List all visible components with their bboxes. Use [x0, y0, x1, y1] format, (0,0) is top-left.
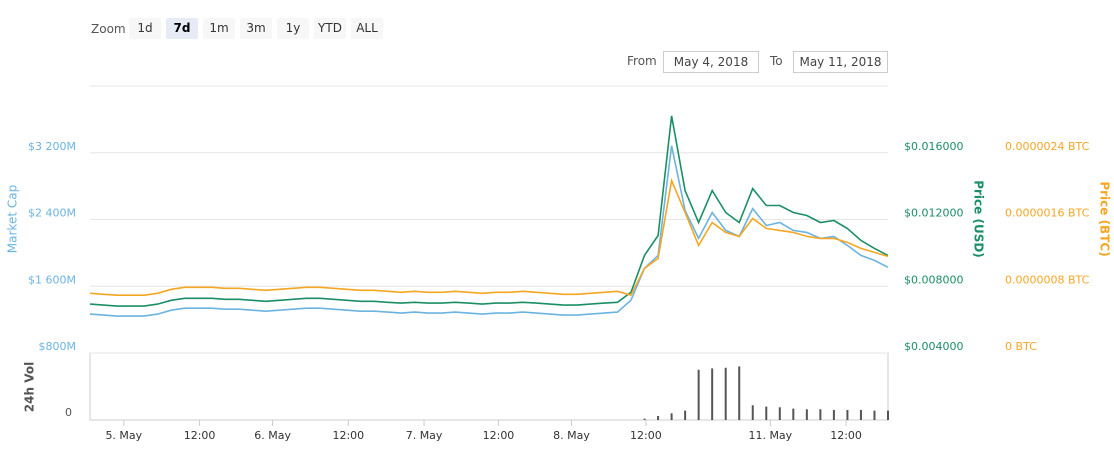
- y-tick-label: $800M: [39, 340, 77, 353]
- zoom-button[interactable]: YTD: [314, 18, 346, 39]
- y2-tick-label: $0.004000: [904, 340, 964, 353]
- volume-bar: [684, 410, 687, 420]
- from-label: From: [627, 54, 657, 68]
- volume-bar: [859, 409, 862, 420]
- x-tick-label: 5. May: [105, 429, 142, 442]
- volume-bar: [819, 409, 822, 420]
- axis-title: Price (BTC): [1098, 181, 1112, 256]
- volume-panel: [89, 352, 889, 421]
- axis-title: 24h Vol: [23, 362, 37, 412]
- volume-bar: [711, 368, 714, 420]
- y3-tick-label: 0.0000016 BTC: [1005, 207, 1090, 220]
- y-tick-label: $1 600M: [28, 273, 76, 286]
- series-line: [89, 177, 889, 297]
- y2-tick-label: $0.016000: [904, 140, 964, 153]
- y3-tick-label: 0.0000024 BTC: [1005, 140, 1090, 153]
- x-tick-label: 12:00: [332, 429, 364, 442]
- x-tick-label: 8. May: [553, 429, 590, 442]
- zoom-button[interactable]: 1d: [129, 18, 161, 39]
- x-tick-label: 12:00: [483, 429, 515, 442]
- zoom-label: Zoom: [91, 22, 126, 36]
- y-tick-label: $3 200M: [28, 140, 76, 153]
- series-line: [89, 145, 889, 317]
- volume-bar: [778, 407, 781, 420]
- y-tick-label: $2 400M: [28, 207, 76, 220]
- volume-bar: [832, 409, 835, 420]
- x-tick-label: 12:00: [830, 429, 862, 442]
- y3-tick-label: 0.0000008 BTC: [1005, 273, 1090, 286]
- volume-bar: [873, 410, 876, 420]
- volume-bar: [643, 418, 646, 420]
- x-tick-label: 7. May: [406, 429, 443, 442]
- to-label: To: [770, 54, 783, 68]
- volume-bar: [697, 369, 700, 420]
- axis-title: Market Cap: [6, 185, 20, 253]
- x-tick-label: 6. May: [254, 429, 291, 442]
- zoom-button[interactable]: 1m: [203, 18, 235, 39]
- axis-title: Price (USD): [972, 180, 986, 258]
- volume-bar: [805, 409, 808, 420]
- volume-bar: [751, 405, 754, 420]
- y2-tick-label: $0.008000: [904, 273, 964, 286]
- volume-bar: [765, 406, 768, 420]
- y3-tick-label: 0 BTC: [1005, 340, 1037, 353]
- x-tick-label: 11. May: [748, 429, 792, 442]
- volume-bar: [670, 413, 673, 420]
- volume-bar: [657, 415, 660, 420]
- volume-bar: [887, 410, 889, 420]
- volume-bar: [846, 409, 849, 420]
- zoom-button[interactable]: 3m: [240, 18, 272, 39]
- zoom-button[interactable]: 7d: [166, 18, 198, 39]
- vol-tick-label: 0: [65, 406, 72, 419]
- x-tick-label: 12:00: [630, 429, 662, 442]
- volume-bar: [724, 367, 727, 420]
- from-input[interactable]: May 4, 2018: [663, 51, 759, 73]
- y2-tick-label: $0.012000: [904, 207, 964, 220]
- volume-bar: [738, 366, 741, 420]
- zoom-button[interactable]: ALL: [351, 18, 383, 39]
- to-input[interactable]: May 11, 2018: [793, 51, 888, 73]
- volume-bar: [792, 408, 795, 420]
- zoom-button[interactable]: 1y: [277, 18, 309, 39]
- x-tick-label: 12:00: [184, 429, 216, 442]
- series-line: [89, 115, 889, 307]
